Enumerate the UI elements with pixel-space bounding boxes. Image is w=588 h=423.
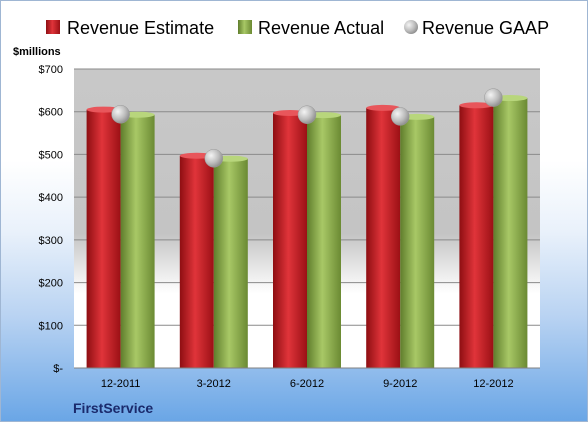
legend-swatch-actual: [238, 20, 252, 34]
bar-revenue-estimate: [459, 105, 494, 369]
bar-revenue-actual: [400, 116, 435, 368]
bars: [86, 95, 528, 369]
bar-revenue-estimate: [273, 112, 307, 368]
y-tick-label: $200: [39, 278, 63, 290]
bar-revenue-estimate: [86, 109, 121, 368]
legend-label-actual: Revenue Actual: [258, 18, 384, 38]
bar-revenue-estimate: [179, 155, 214, 368]
x-tick-label: 6-2012: [290, 378, 324, 390]
legend-swatch-estimate: [46, 20, 60, 34]
legend-swatch-gaap: [404, 20, 418, 34]
legend: Revenue Estimate Revenue Actual Revenue …: [46, 18, 549, 38]
y-axis-ticks: $- $100 $200 $300 $400 $500 $600 $700: [39, 64, 64, 375]
y-tick-label: $300: [39, 235, 63, 247]
x-axis-ticks: 12-2011 3-2012 6-2012 9-2012 12-2012: [101, 378, 514, 390]
x-tick-label: 12-2011: [101, 378, 141, 390]
legend-item-actual: Revenue Actual: [238, 18, 384, 38]
bar-revenue-actual: [493, 98, 528, 368]
bar-revenue-estimate-top: [459, 102, 494, 109]
marker-revenue-gaap: [390, 107, 410, 126]
x-tick-label: 9-2012: [383, 378, 417, 390]
y-axis-label: $millions: [13, 46, 61, 58]
marker-revenue-gaap: [484, 88, 503, 107]
x-tick-label: 12-2012: [473, 378, 513, 390]
x-tick-label: 3-2012: [197, 378, 231, 390]
bar-revenue-actual: [213, 158, 248, 368]
company-name: FirstService: [73, 400, 153, 416]
bar-revenue-estimate: [366, 107, 401, 369]
bar-revenue-actual: [120, 114, 155, 368]
y-tick-label: $-: [53, 363, 63, 375]
bar-revenue-actual: [307, 115, 341, 368]
marker-revenue-gaap: [204, 149, 224, 168]
y-tick-label: $500: [39, 149, 63, 161]
legend-label-estimate: Revenue Estimate: [67, 18, 214, 38]
marker-revenue-gaap: [111, 105, 130, 124]
legend-label-gaap: Revenue GAAP: [422, 18, 549, 38]
y-tick-label: $600: [39, 107, 63, 119]
marker-revenue-gaap: [297, 105, 317, 124]
gaap-markers: [111, 88, 503, 168]
bar-revenue-estimate-top: [366, 104, 401, 111]
y-tick-label: $700: [39, 64, 63, 76]
legend-item-gaap: Revenue GAAP: [404, 18, 549, 38]
y-tick-label: $400: [39, 192, 63, 204]
legend-item-estimate: Revenue Estimate: [46, 18, 214, 38]
y-tick-label: $100: [39, 320, 63, 332]
